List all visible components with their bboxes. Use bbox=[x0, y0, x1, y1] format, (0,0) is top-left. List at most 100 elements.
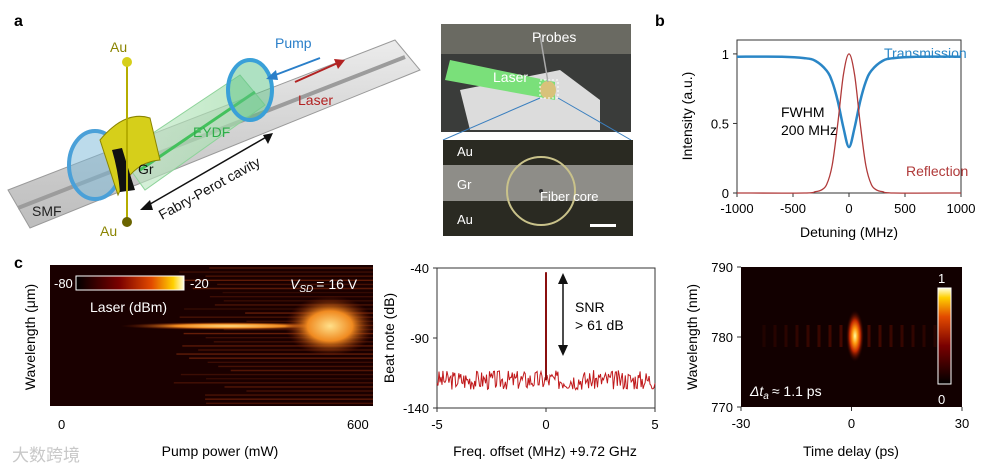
micro-label-au2: Au bbox=[457, 212, 473, 227]
c2-ytick-label: -140 bbox=[403, 401, 429, 416]
transmission-line bbox=[736, 55, 962, 149]
c1-xtick-600: 600 bbox=[347, 417, 369, 432]
panel-c1: c -80 -20 Laser (dBm) VSD = 16 V 0 600 Pu… bbox=[14, 255, 375, 459]
micrograph: Au Gr Au Fiber core bbox=[443, 140, 633, 236]
panel-b-ylabel: Intensity (a.u.) bbox=[679, 72, 695, 161]
right-mirror bbox=[226, 58, 274, 122]
cavity-arrow-right bbox=[263, 133, 273, 144]
c2-ylabel: Beat note (dB) bbox=[381, 293, 397, 383]
c3-colorbar bbox=[937, 287, 952, 385]
panel-c3: 1 0 Δta ≈ 1.1 ps -30 0 30 790 780 770 Time del… bbox=[684, 260, 969, 459]
c1-laser-blob bbox=[285, 296, 375, 356]
c2-ytick-label: -90 bbox=[410, 331, 429, 346]
label-eydf: EYDF bbox=[193, 124, 230, 140]
b-xtick-label: 500 bbox=[894, 201, 916, 216]
c1-colorbar bbox=[75, 275, 185, 291]
photo-top-region bbox=[441, 24, 631, 54]
b-xtick-label: 0 bbox=[845, 201, 852, 216]
c1-laser-line bbox=[120, 322, 340, 330]
panel-b-ticks: -1000 -500 0 500 1000 0 0.5 1 bbox=[711, 47, 976, 216]
c1-vsd-sub: SD bbox=[299, 284, 313, 295]
micrograph-graphene-band bbox=[443, 165, 633, 201]
c3-annotation: Δta ≈ 1.1 ps bbox=[749, 383, 822, 402]
watermark: 大数跨境 bbox=[12, 446, 80, 465]
b-ytick-label: 1 bbox=[722, 47, 729, 62]
photo-green-fiber bbox=[445, 60, 555, 100]
c2-noise-trace bbox=[436, 369, 656, 391]
c3-ytick-label: 770 bbox=[711, 400, 733, 415]
reflection-line bbox=[736, 53, 962, 194]
panel-b-xlabel: Detuning (MHz) bbox=[800, 224, 898, 240]
c1-cbar-min: -80 bbox=[54, 276, 73, 291]
legend-transmission: Transmission bbox=[884, 45, 967, 61]
c3-hotspot bbox=[846, 310, 864, 362]
c3-dt-val: ≈ 1.1 ps bbox=[772, 383, 822, 399]
b-ytick-label: 0.5 bbox=[711, 116, 729, 131]
label-laser: Laser bbox=[298, 92, 333, 108]
label-smf: SMF bbox=[32, 203, 62, 219]
panel-c2: -5 0 5 -40 -90 -140 SNR > 61 dB Freq. offset … bbox=[381, 261, 659, 459]
micro-label-core: Fiber core bbox=[540, 189, 599, 204]
c1-vsd-val: = 16 V bbox=[316, 276, 358, 292]
zoom-line-left bbox=[442, 97, 541, 141]
c1-legend: Laser (dBm) bbox=[90, 299, 167, 315]
c2-xlabel: Freq. offset (MHz) +9.72 GHz bbox=[453, 443, 637, 459]
snr-arrow-bottom bbox=[558, 345, 568, 356]
c2-ticks: -5 0 5 -40 -90 -140 bbox=[403, 261, 659, 432]
c1-xtick-0: 0 bbox=[58, 417, 65, 432]
c3-dt-sub: a bbox=[763, 391, 769, 402]
laser-arrow-head bbox=[334, 59, 345, 69]
label-gr: Gr bbox=[138, 161, 154, 177]
c1-vsd-v: V bbox=[290, 276, 301, 292]
cavity-arrow-left bbox=[140, 200, 153, 210]
photo-gold-pad bbox=[540, 81, 556, 99]
label-au-bottom: Au bbox=[100, 223, 117, 239]
c1-cbar-max: -20 bbox=[190, 276, 209, 291]
device-photo: Probes Laser bbox=[441, 24, 632, 141]
c3-ticks: -30 0 30 790 780 770 bbox=[711, 260, 969, 431]
c2-xtick-label: -5 bbox=[431, 417, 443, 432]
c2-ytick-label: -40 bbox=[410, 261, 429, 276]
au-top-dot bbox=[122, 57, 132, 67]
c3-xtick-label: -30 bbox=[732, 416, 751, 431]
pump-arrow bbox=[269, 57, 321, 78]
panel-label-c: c bbox=[14, 255, 23, 272]
c3-side-lines bbox=[762, 325, 948, 347]
c2-xtick-label: 5 bbox=[651, 417, 658, 432]
c1-vsd: VSD = 16 V bbox=[290, 276, 358, 295]
snr-label: SNR bbox=[575, 299, 605, 315]
panel-label-a: a bbox=[14, 13, 23, 30]
panel-a-schematic: a Au Au Pump Laser EYDF Gr SMF Fa bbox=[7, 13, 421, 239]
b-xtick-label: 1000 bbox=[947, 201, 976, 216]
c3-xtick-label: 30 bbox=[955, 416, 969, 431]
micro-label-gr: Gr bbox=[457, 177, 472, 192]
panel-label-b: b bbox=[655, 13, 665, 30]
photo-label-probes: Probes bbox=[532, 29, 576, 45]
c3-ytick-label: 790 bbox=[711, 260, 733, 275]
au-bottom-dot bbox=[122, 217, 132, 227]
c3-xlabel: Time delay (ps) bbox=[803, 443, 899, 459]
fwhm-value: 200 MHz bbox=[781, 122, 837, 138]
legend-reflection: Reflection bbox=[906, 163, 968, 179]
b-ytick-label: 0 bbox=[722, 186, 729, 201]
laser-arrow bbox=[294, 61, 341, 83]
c1-xlabel: Pump power (mW) bbox=[162, 443, 279, 459]
panel-b: b -1000 -500 0 500 1000 0 0.5 1 Transmission Re… bbox=[655, 13, 975, 240]
zoom-line-right bbox=[557, 97, 632, 141]
b-xtick-label: -1000 bbox=[720, 201, 753, 216]
c3-cbar-max: 1 bbox=[938, 271, 945, 286]
c3-dt: Δt bbox=[749, 383, 764, 399]
micrograph-core-dot bbox=[539, 189, 543, 193]
photo-zoom-box bbox=[539, 79, 559, 99]
micrograph-fiber-ring bbox=[506, 156, 576, 226]
b-xtick-label: -500 bbox=[780, 201, 806, 216]
label-au-top: Au bbox=[110, 39, 127, 55]
photo-probe bbox=[539, 34, 549, 83]
snr-arrow-top bbox=[558, 273, 568, 284]
graphene-layer bbox=[112, 148, 135, 192]
cavity-arrow bbox=[144, 135, 269, 208]
photo-label-laser: Laser bbox=[493, 69, 528, 85]
c2-xtick-label: 0 bbox=[542, 417, 549, 432]
c3-ytick-label: 780 bbox=[711, 330, 733, 345]
